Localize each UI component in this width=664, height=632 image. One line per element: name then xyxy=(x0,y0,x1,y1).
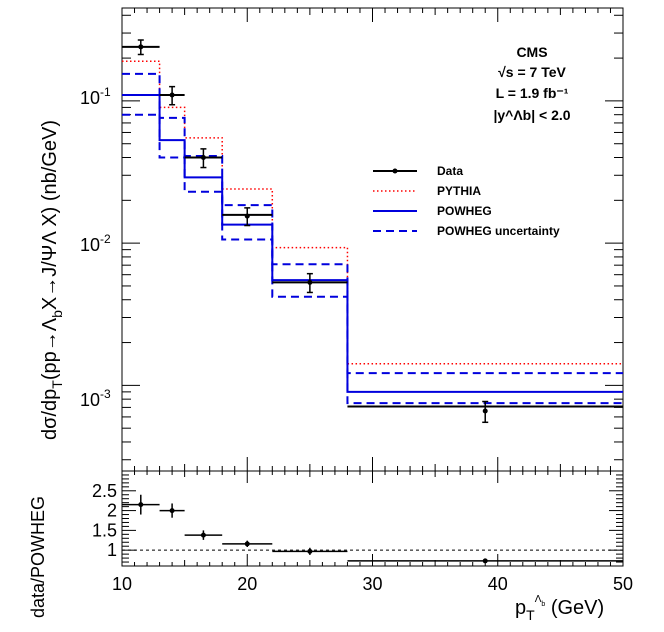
data-point xyxy=(482,408,488,414)
powheg-line xyxy=(122,94,623,393)
legend-data-label: Data xyxy=(437,164,463,178)
ratio-point xyxy=(169,508,175,514)
ratio-point xyxy=(244,541,250,547)
data-point xyxy=(138,44,144,50)
ratio-point xyxy=(482,558,488,564)
ratio-y-tick-label: 1 xyxy=(107,540,117,560)
ratio-x-tick-label: 50 xyxy=(613,574,633,594)
main-y-tick-label-2: 10-3 xyxy=(80,387,111,410)
legend-pythia-label: PYTHIA xyxy=(437,184,481,198)
rapidity-label: |y^Λb| < 2.0 xyxy=(493,107,570,123)
legend: Data PYTHIA POWHEG POWHEG uncertainty xyxy=(373,164,560,238)
data-point xyxy=(307,279,313,285)
ratio-y-tick-label: 1.5 xyxy=(92,520,117,540)
main-y-tick-label-1: 10-2 xyxy=(80,232,111,255)
ratio-layer: 10 20 30 40 50 11.522.5 xyxy=(92,471,633,594)
luminosity-label: L = 1.9 fb⁻¹ xyxy=(496,85,569,101)
ratio-y-tick-label: 2.5 xyxy=(92,481,117,501)
energy-label: √s = 7 TeV xyxy=(498,64,566,80)
data-point xyxy=(200,155,206,161)
legend-data-marker xyxy=(392,168,398,174)
ratio-y-axis-title: data/POWHEG xyxy=(28,496,48,618)
series-layer xyxy=(122,39,623,424)
main-x-axis-ticks xyxy=(121,8,624,471)
ratio-point xyxy=(307,548,313,554)
experiment-label: CMS xyxy=(516,44,547,60)
ratio-x-tick-label: 20 xyxy=(237,574,257,594)
ratio-y-tick-label: 2 xyxy=(107,501,117,521)
data-point xyxy=(244,213,250,219)
ratio-x-tick-label: 10 xyxy=(112,574,132,594)
data-point xyxy=(169,92,175,98)
legend-powheg-label: POWHEG xyxy=(437,204,492,218)
ratio-point xyxy=(200,532,206,538)
main-y-tick-label-0: 10-1 xyxy=(80,85,111,108)
ratio-point xyxy=(138,502,144,508)
legend-powheg-uncertainty-label: POWHEG uncertainty xyxy=(437,224,560,238)
ratio-x-tick-label: 30 xyxy=(362,574,382,594)
ratio-x-tick-label: 40 xyxy=(488,574,508,594)
